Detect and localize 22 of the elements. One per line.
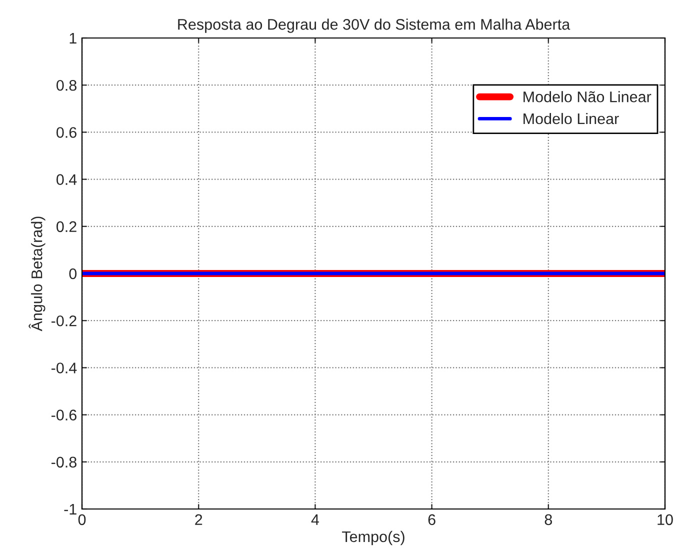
x-tick-label: 8	[544, 514, 552, 526]
y-axis-title: Ângulo Beta(rad)	[28, 216, 46, 332]
x-tick-label: 4	[311, 514, 319, 525]
y-tick-label: -1	[64, 504, 76, 515]
y-tick-label: 0.8	[56, 80, 76, 91]
x-tick-label: 0	[78, 514, 86, 526]
y-tick-label: 0.4	[56, 174, 77, 185]
chart-title: Resposta ao Degrau de 30V do Sistema em Malha Aberta	[178, 18, 570, 33]
x-axis-title: Tempo(s)	[342, 530, 404, 546]
x-tick-label: 2	[195, 514, 202, 525]
y-tick-label: 1	[70, 33, 76, 44]
x-tick-label: 10	[658, 514, 673, 526]
legend-label: Modelo Linear	[524, 112, 619, 124]
y-tick-label: 0.2	[56, 221, 76, 232]
y-tick-label: -0.4	[51, 362, 77, 374]
y-tick-label: -0.8	[51, 456, 76, 468]
y-tick-label: -0.2	[51, 315, 76, 326]
x-tick-label: 6	[428, 514, 436, 526]
legend-label: Modelo Não Linear	[524, 91, 652, 102]
y-tick-label: -0.6	[51, 410, 76, 420]
y-tick-label: 0	[69, 268, 77, 280]
y-tick-label: 0.6	[56, 127, 76, 138]
